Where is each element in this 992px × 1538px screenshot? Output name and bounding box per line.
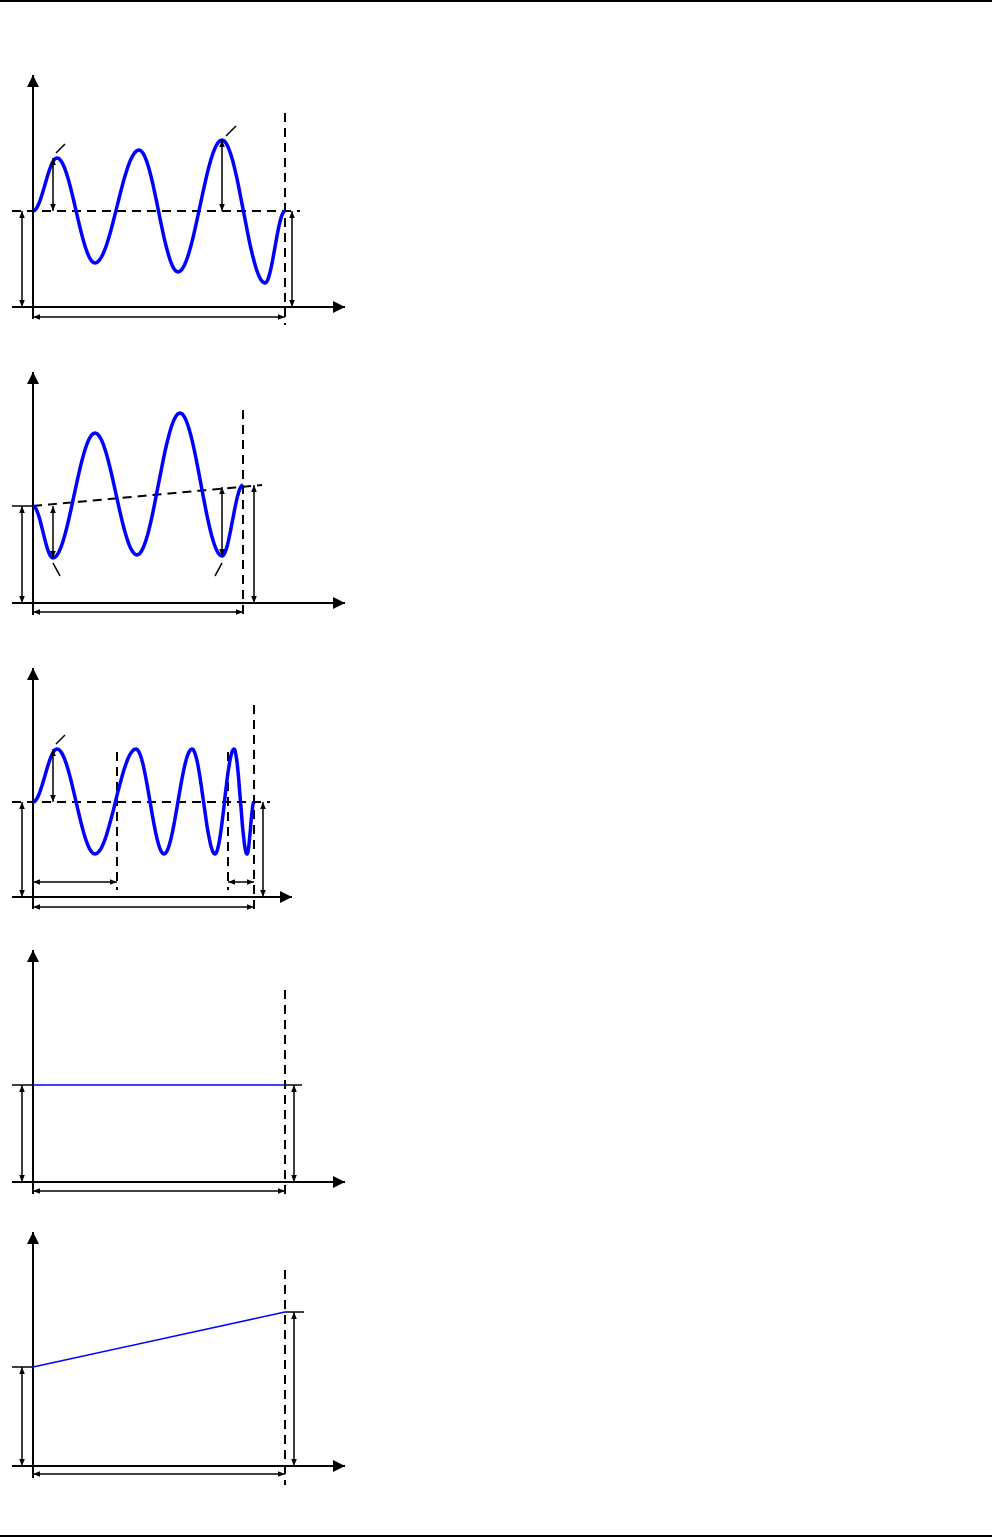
page-top-rule [0,0,992,2]
sloped-baseline [32,484,263,507]
panel-oscillation-sloped-baseline [12,372,345,620]
peak-tick [55,734,66,745]
signal-curve [32,411,244,560]
signal-line [32,1311,286,1368]
signal-curve [32,747,256,856]
peak-tick [55,143,66,154]
page-bottom-rule [0,1535,992,1537]
peak-tick [225,125,237,137]
trough-tick [52,562,61,577]
panel-linear-ramp [12,1232,345,1485]
panel-constant-level [12,950,345,1200]
panel-oscillation-varying-period [12,668,292,915]
trough-tick [214,562,223,577]
panel-oscillation-constant-baseline [12,75,345,325]
signal-curve [32,138,286,285]
